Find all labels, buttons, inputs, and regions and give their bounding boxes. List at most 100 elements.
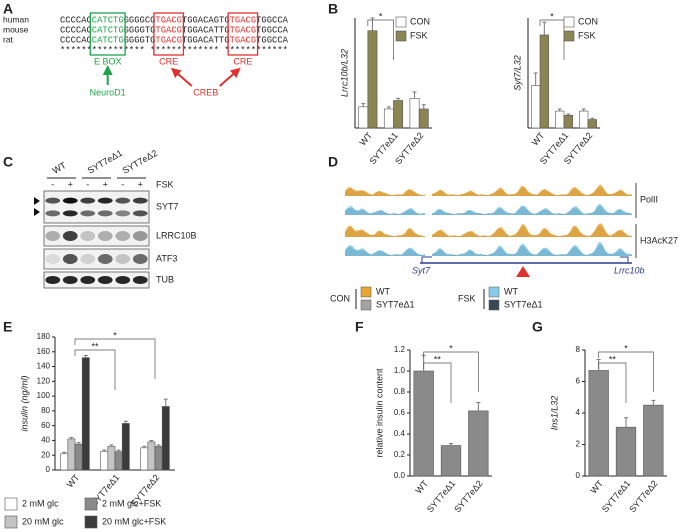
error-bar	[156, 444, 161, 447]
bar	[81, 357, 90, 471]
x-tick-label: SYT7eΔ2	[627, 478, 659, 514]
y-tick-label: 0	[576, 471, 581, 480]
factor-label: NeuroD1	[90, 87, 126, 97]
track-signal	[345, 243, 632, 256]
mark-label: PolII	[640, 194, 658, 204]
legend-swatch	[84, 497, 98, 511]
sequence-segment: GGGGTG	[124, 25, 156, 35]
error-bar	[76, 442, 81, 445]
arrow	[170, 67, 193, 87]
bar	[114, 451, 123, 471]
y-axis-label: Syt7/L32	[512, 55, 522, 91]
legend-label: 20 mM glc+FSK	[102, 516, 166, 526]
error-bar	[149, 439, 154, 442]
legend-label: CON	[578, 16, 598, 26]
bar	[587, 119, 597, 129]
legend-swatch	[395, 30, 407, 42]
blot-band	[45, 231, 61, 241]
species: mouse	[3, 24, 29, 34]
legend-swatch	[488, 299, 500, 311]
legend-group: CON	[330, 293, 350, 303]
blot-band	[132, 210, 148, 217]
significance-label: **	[91, 341, 99, 351]
y-tick-label: 60	[41, 421, 50, 430]
bar	[367, 30, 378, 129]
error-bar	[123, 420, 128, 424]
sequence-segment: CCCCAC	[60, 25, 92, 35]
track-signal	[345, 223, 632, 237]
error-bar	[449, 442, 453, 446]
y-axis-label: relative insulin content	[374, 368, 384, 458]
treatment-sign: -	[51, 179, 54, 189]
bar	[468, 410, 489, 477]
y-tick-label: 160	[37, 347, 51, 356]
legend-swatch	[488, 286, 500, 298]
legend-swatch	[395, 16, 407, 28]
lane-label: SYT7eΔ2	[121, 148, 159, 176]
legend-swatch	[84, 515, 98, 529]
bar	[409, 98, 420, 129]
marker-triangle	[516, 266, 530, 277]
bar	[100, 451, 109, 471]
bar	[74, 443, 83, 471]
legend-swatch	[563, 16, 575, 28]
significance-bracket	[598, 351, 654, 392]
factor-label: CREB	[193, 87, 218, 97]
blot-band	[115, 254, 131, 264]
blot-band	[97, 210, 113, 217]
blot-band	[97, 197, 113, 204]
species: rat	[3, 34, 14, 44]
treatment-sign: +	[138, 179, 143, 189]
error-bar	[102, 449, 107, 452]
x-tick-label: SYT7eΔ2	[452, 478, 484, 514]
significance-label: **	[434, 354, 442, 364]
panel-label: D	[328, 154, 338, 170]
panel-label: E	[3, 319, 12, 335]
blot-band	[80, 210, 96, 217]
blot-band	[45, 210, 61, 217]
lane-label: WT	[51, 160, 69, 176]
legend-label: 2 mM glc+FSK	[102, 498, 161, 508]
sequence-segment: TGGCCA	[256, 25, 289, 35]
significance-bracket	[74, 349, 116, 390]
blot-row-label: SYT7	[156, 201, 179, 211]
x-tick-label: WT	[358, 130, 375, 148]
y-axis-label: insulin (ng/ml)	[19, 375, 29, 431]
legend-swatch	[4, 497, 18, 511]
y-tick-label: 4	[576, 408, 581, 417]
bar	[643, 404, 664, 477]
legend-label: CON	[410, 16, 430, 26]
blot-band	[62, 254, 78, 264]
blot-band	[80, 254, 96, 264]
treatment-sign: +	[68, 179, 73, 189]
blot-band	[62, 210, 78, 217]
y-axis-label: Ins1/L32	[549, 396, 559, 431]
sequence-segment: GGGGCG	[124, 15, 156, 25]
y-tick-label: 20	[41, 450, 50, 459]
legend-group: FSK	[458, 293, 476, 303]
error-bar	[651, 399, 656, 406]
y-tick-label: 1.2	[394, 345, 406, 354]
error-bar	[421, 104, 426, 109]
error-bar	[396, 97, 401, 101]
blot-band	[45, 197, 61, 204]
panel-label: G	[532, 319, 543, 335]
legend-swatch	[360, 286, 372, 298]
significance-label: *	[379, 11, 383, 21]
blot-band	[132, 197, 148, 204]
bar	[358, 106, 369, 129]
legend-label: FSK	[578, 30, 596, 40]
tss-arrow	[421, 256, 432, 263]
error-bar	[386, 106, 391, 109]
treatment-sign: +	[103, 179, 108, 189]
significance-label: *	[550, 11, 554, 21]
bar	[440, 445, 462, 477]
bar	[555, 110, 565, 129]
arrowhead	[34, 197, 40, 205]
error-bar	[142, 445, 147, 448]
significance-bracket	[423, 351, 479, 392]
bar	[579, 110, 589, 129]
treatment-sign: -	[121, 179, 124, 189]
sequence-segment: TGGCCA	[256, 15, 289, 25]
bar	[154, 446, 163, 471]
